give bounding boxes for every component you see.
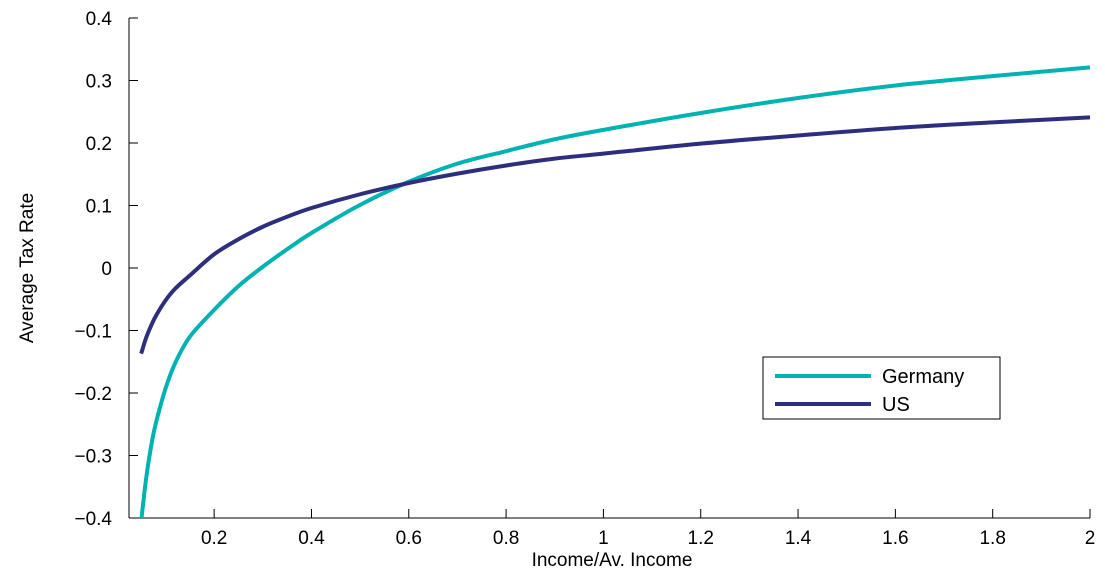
- x-tick-label: 1: [598, 528, 609, 549]
- y-tick-label: 0.4: [86, 9, 113, 30]
- y-tick-label: −0.2: [74, 384, 112, 405]
- x-tick-label: 1.8: [979, 528, 1005, 549]
- legend-label-us: US: [882, 394, 910, 416]
- legend-label-germany: Germany: [882, 366, 964, 388]
- y-tick-label: 0.2: [86, 134, 112, 155]
- x-tick-label: 0.6: [396, 528, 422, 549]
- legend-box: [762, 356, 1001, 420]
- y-axis-label: Average Tax Rate: [17, 193, 38, 343]
- series-line-us: [139, 115, 1090, 355]
- y-tick-label: −0.3: [74, 447, 112, 468]
- y-tick-label: −0.1: [74, 322, 112, 343]
- y-tick-label: 0: [101, 259, 112, 280]
- x-tick-label: 1.6: [882, 528, 908, 549]
- y-tick-label: 0.3: [86, 72, 112, 93]
- y-tick-label: 0.1: [86, 197, 112, 218]
- y-tick-label: −0.4: [74, 509, 112, 530]
- series-line-germany: [139, 65, 1090, 518]
- x-tick-label: 2: [1085, 528, 1096, 549]
- axes: [128, 18, 1090, 519]
- legend: Germany US: [762, 356, 1001, 420]
- x-tick-label: 0.4: [298, 528, 325, 549]
- tick-marks: −0.4 −0.3 −0.2 −0.1 0 0.1 0.2 0.3 0.4 0.2 0.4 0.6 0.…: [74, 9, 1095, 549]
- x-tick-label: 0.2: [201, 528, 227, 549]
- series-lines: [139, 65, 1090, 518]
- x-tick-label: 0.8: [493, 528, 519, 549]
- x-tick-label: 1.4: [785, 528, 812, 549]
- x-tick-label: 1.2: [688, 528, 714, 549]
- x-axis-label: Income/Av. Income: [532, 550, 693, 571]
